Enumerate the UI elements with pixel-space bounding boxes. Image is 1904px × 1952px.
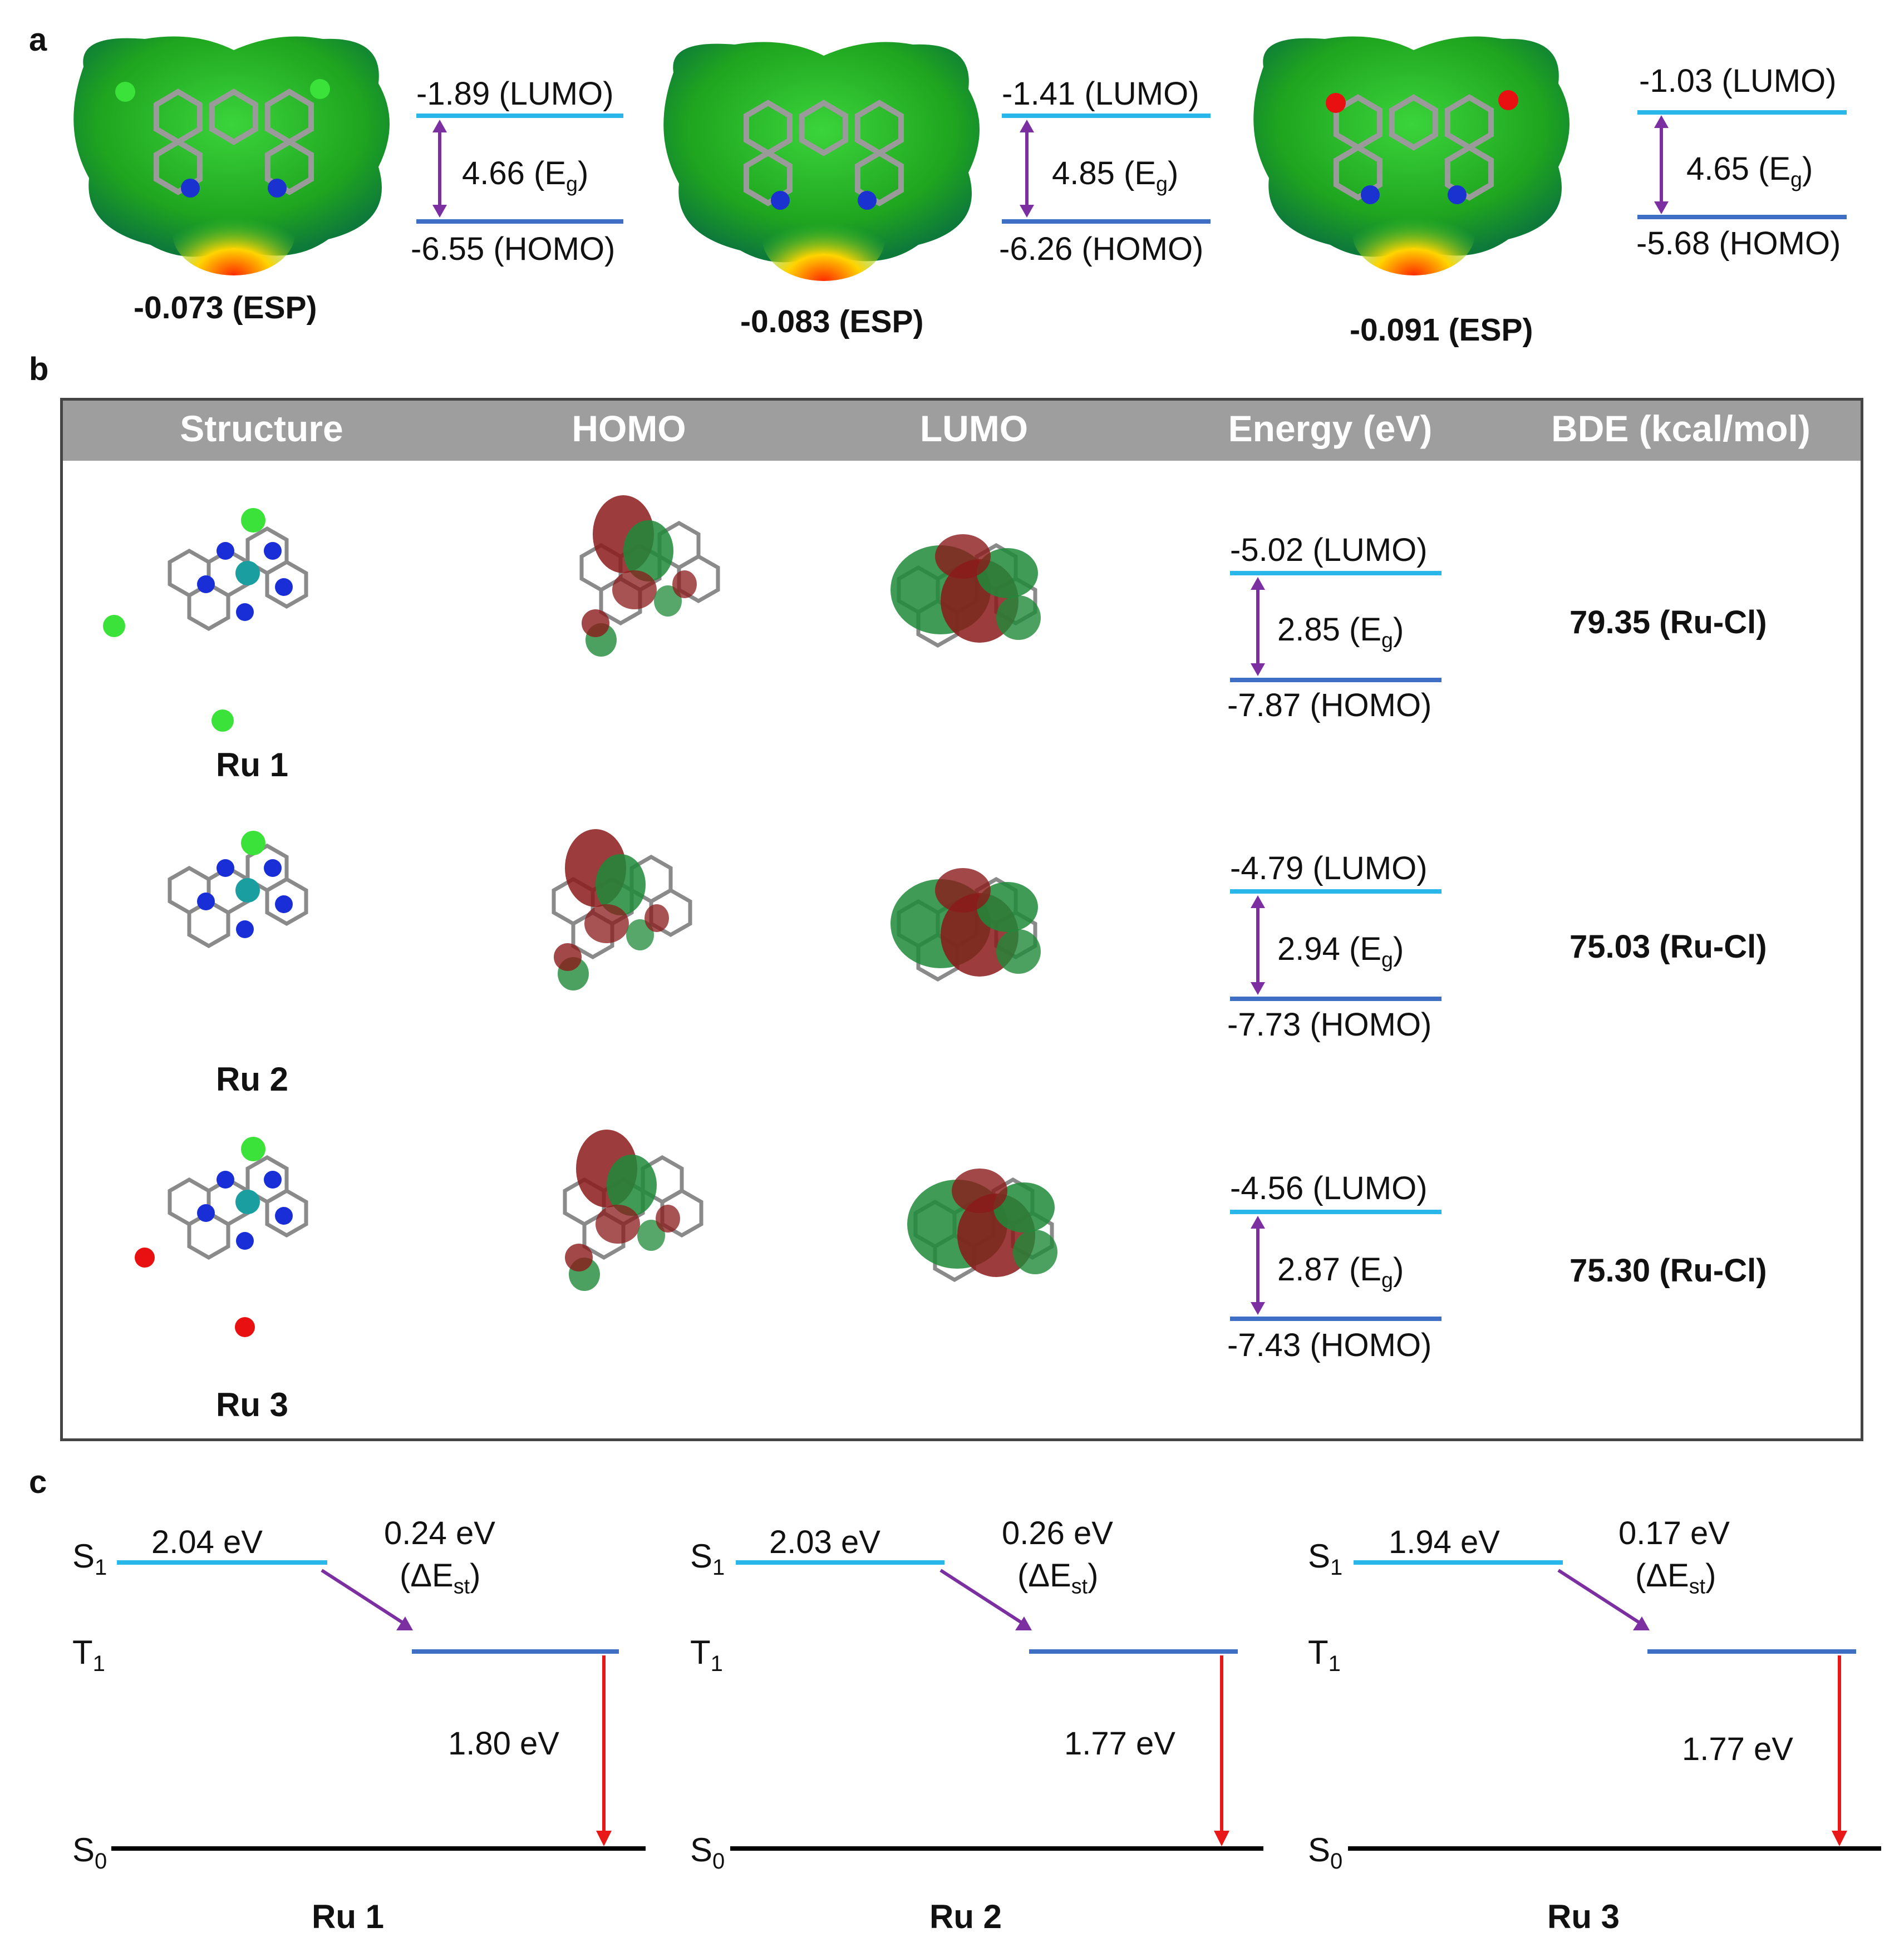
b3-lumo: -4.56 (LUMO) xyxy=(1230,1170,1428,1206)
c3-dest-label: (ΔEst) xyxy=(1635,1557,1716,1598)
c2-s1-energy: 2.03 eV xyxy=(769,1524,880,1560)
b2-homo: -7.73 (HOMO) xyxy=(1227,1007,1432,1043)
panel-c-letter: c xyxy=(29,1464,47,1500)
a1-gap: 4.66 (Eg) xyxy=(462,155,589,196)
c2-s1-label: S1 xyxy=(690,1537,725,1580)
c3-dest-value: 0.17 eV xyxy=(1618,1515,1730,1551)
c2-t1-energy: 1.77 eV xyxy=(1064,1726,1175,1762)
c1-dest-label: (ΔEst) xyxy=(400,1557,481,1598)
b2-bde: 75.03 (Ru-Cl) xyxy=(1570,929,1767,965)
c1-t1-label: T1 xyxy=(72,1634,105,1676)
c3-t1-label: T1 xyxy=(1308,1634,1341,1676)
header-structure: Structure xyxy=(180,408,343,449)
c1-dest-value: 0.24 eV xyxy=(384,1515,495,1551)
panel-a-graphics xyxy=(73,36,1847,281)
b3-homo: -7.43 (HOMO) xyxy=(1227,1327,1432,1363)
c1-s1-energy: 2.04 eV xyxy=(151,1524,263,1560)
ru3-label: Ru 3 xyxy=(216,1386,289,1423)
ru3-structure xyxy=(135,1137,306,1337)
b1-gap: 2.85 (Eg) xyxy=(1277,612,1404,652)
ru2-structure xyxy=(170,831,306,946)
c3-s1-label: S1 xyxy=(1308,1537,1343,1580)
header-bde: BDE (kcal/mol) xyxy=(1551,408,1810,449)
panel-b-graphics xyxy=(103,495,1441,1337)
a3-lumo: -1.03 (LUMO) xyxy=(1639,63,1837,99)
a2-gap: 4.85 (Eg) xyxy=(1052,155,1179,196)
a2-homo: -6.26 (HOMO) xyxy=(999,231,1204,267)
a1-lumo: -1.89 (LUMO) xyxy=(416,76,614,112)
jablonski-ru2 xyxy=(730,1560,1263,1851)
c2-name: Ru 2 xyxy=(929,1898,1002,1935)
a2-esp: -0.083 (ESP) xyxy=(740,304,924,339)
header-energy: Energy (eV) xyxy=(1228,408,1433,449)
c3-s0-label: S0 xyxy=(1308,1831,1343,1874)
ru1-structure xyxy=(103,508,306,732)
energy-bars-b-3 xyxy=(1230,1210,1441,1321)
b3-bde: 75.30 (Ru-Cl) xyxy=(1570,1253,1767,1289)
energy-bars-a-2 xyxy=(1002,114,1211,224)
energy-bars-a-1 xyxy=(416,114,623,224)
energy-bars-b-2 xyxy=(1230,889,1441,1001)
b2-lumo: -4.79 (LUMO) xyxy=(1230,850,1428,886)
c3-name: Ru 3 xyxy=(1547,1898,1620,1935)
c2-t1-label: T1 xyxy=(690,1634,723,1676)
panel-b-table xyxy=(60,398,1863,1441)
a3-gap: 4.65 (Eg) xyxy=(1686,151,1813,191)
energy-bars-a-3 xyxy=(1637,110,1847,219)
jablonski-ru3 xyxy=(1348,1560,1881,1851)
c2-s0-label: S0 xyxy=(690,1831,725,1874)
panel-b-letter: b xyxy=(29,351,49,387)
c1-name: Ru 1 xyxy=(312,1898,385,1935)
b1-bde: 79.35 (Ru-Cl) xyxy=(1570,604,1767,640)
c2-dest-value: 0.26 eV xyxy=(1002,1515,1113,1551)
b2-gap: 2.94 (Eg) xyxy=(1277,931,1404,972)
jablonski-ru1 xyxy=(111,1560,646,1851)
c1-t1-energy: 1.80 eV xyxy=(448,1726,559,1762)
panel-a-letter: a xyxy=(29,22,47,58)
table-header xyxy=(63,401,1861,461)
b1-lumo: -5.02 (LUMO) xyxy=(1230,532,1428,568)
b1-homo: -7.87 (HOMO) xyxy=(1227,687,1432,723)
energy-bars-b-1 xyxy=(1230,571,1441,682)
a3-esp: -0.091 (ESP) xyxy=(1350,312,1533,348)
header-lumo: LUMO xyxy=(919,408,1029,449)
a1-homo: -6.55 (HOMO) xyxy=(411,231,616,267)
a3-homo: -5.68 (HOMO) xyxy=(1636,225,1841,262)
esp-surface-1 xyxy=(73,36,390,275)
c3-t1-energy: 1.77 eV xyxy=(1682,1731,1793,1767)
a2-lumo: -1.41 (LUMO) xyxy=(1002,76,1199,112)
a1-esp: -0.073 (ESP) xyxy=(134,290,317,326)
c1-s0-label: S0 xyxy=(72,1831,107,1874)
esp-surface-3 xyxy=(1253,36,1570,275)
ru2-label: Ru 2 xyxy=(216,1061,289,1098)
b3-gap: 2.87 (Eg) xyxy=(1277,1251,1404,1292)
c2-dest-label: (ΔEst) xyxy=(1017,1557,1099,1598)
ru1-label: Ru 1 xyxy=(216,746,289,783)
c1-s1-label: S1 xyxy=(72,1537,107,1580)
esp-surface-2 xyxy=(663,42,980,281)
c3-s1-energy: 1.94 eV xyxy=(1389,1524,1500,1560)
header-homo: HOMO xyxy=(572,408,686,449)
